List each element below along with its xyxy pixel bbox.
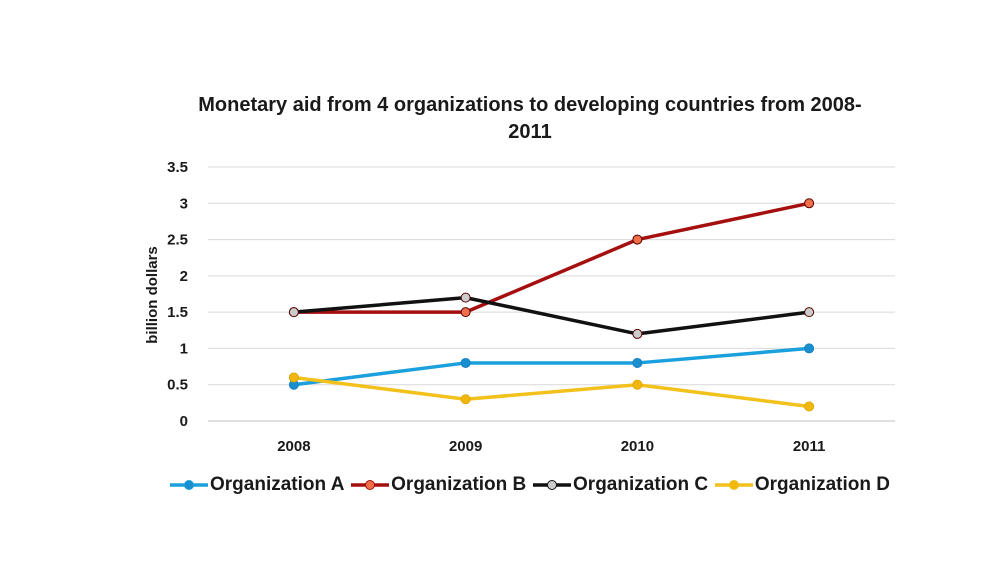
legend-label: Organization A <box>210 474 345 495</box>
data-point <box>804 198 815 209</box>
legend-item: Organization B <box>351 474 526 496</box>
y-tick-label: 2 <box>180 268 188 285</box>
legend-item: Organization D <box>714 474 890 496</box>
legend-label: Organization B <box>391 474 527 495</box>
legend-swatch <box>351 480 390 490</box>
y-tick-label: 3 <box>180 195 188 212</box>
legend-label: Organization D <box>754 474 890 495</box>
legend-swatch <box>714 480 753 490</box>
series-organization-a <box>288 343 815 390</box>
legend-swatch <box>170 480 208 490</box>
data-point <box>632 357 643 368</box>
x-tick-label: 2009 <box>449 438 482 455</box>
y-tick-label: 3.5 <box>167 159 188 176</box>
x-tick-label: 2008 <box>277 438 310 455</box>
data-point <box>460 357 471 368</box>
chart-title-line-1: Monetary aid from 4 organizations to dev… <box>198 94 862 116</box>
series-line <box>293 375 810 409</box>
data-point <box>460 307 471 318</box>
gridlines <box>208 166 895 422</box>
y-tick-label: 1.5 <box>167 304 188 321</box>
x-axis-ticks: 2008 2009 2010 2011 <box>277 438 825 455</box>
data-point <box>804 307 815 318</box>
series-organization-c <box>288 292 815 339</box>
legend-swatch <box>533 480 572 490</box>
y-tick-label: 2.5 <box>167 232 188 249</box>
series-line <box>293 201 810 314</box>
y-axis-ticks: 0 0.5 1 1.5 2 2.5 3 3.5 <box>167 159 188 430</box>
data-point <box>288 307 299 318</box>
y-axis-title: billion dollars <box>144 246 161 344</box>
data-point <box>804 343 815 354</box>
data-point <box>460 292 471 303</box>
legend-label: Organization C <box>573 474 709 495</box>
data-point <box>288 372 299 383</box>
chart-title: Monetary aid from 4 organizations to dev… <box>180 92 880 146</box>
data-point <box>460 394 471 405</box>
legend-item: Organization C <box>533 474 708 496</box>
data-point <box>632 234 643 245</box>
x-tick-label: 2010 <box>621 438 654 455</box>
data-point <box>632 328 643 339</box>
legend-item: Organization A <box>170 474 344 496</box>
chart-title-line-2: 2011 <box>508 121 552 143</box>
data-point <box>804 401 815 412</box>
series-line <box>293 295 810 336</box>
y-tick-label: 0.5 <box>167 377 188 394</box>
y-tick-label: 1 <box>180 340 188 357</box>
data-point <box>632 379 643 390</box>
series-organization-b <box>288 198 815 318</box>
series-lines <box>288 198 815 412</box>
legend: Organization A Organization B Organization… <box>170 470 890 500</box>
x-tick-label: 2011 <box>793 438 826 455</box>
series-organization-d <box>288 372 815 412</box>
y-tick-label: 0 <box>180 413 188 430</box>
series-line <box>293 346 810 387</box>
